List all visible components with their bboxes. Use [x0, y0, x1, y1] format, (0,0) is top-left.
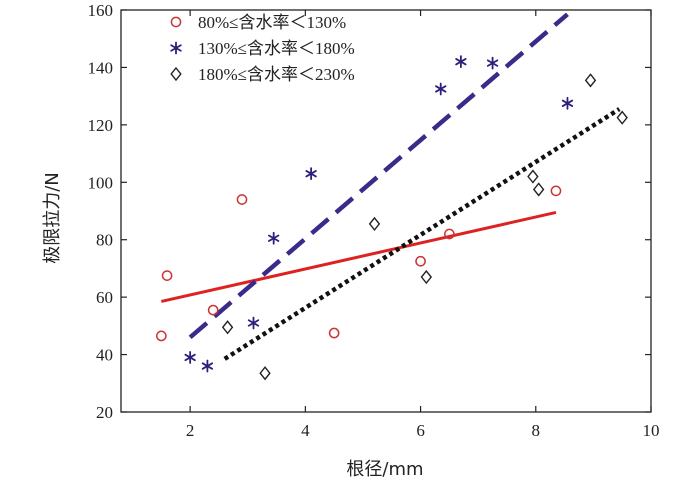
- data-point-series-1: [415, 255, 426, 267]
- y-tick-label: 60: [96, 288, 113, 307]
- data-point-series-1: [207, 304, 219, 316]
- x-tick-label: 6: [416, 421, 425, 440]
- data-point-series-3: [420, 269, 433, 285]
- data-point-series-2: [201, 359, 214, 373]
- data-markers: [155, 55, 628, 381]
- legend-label-series-2: 130%≤含水率＜180%: [198, 39, 355, 58]
- fit-line-series-2: [188, 12, 569, 340]
- y-tick-label: 160: [88, 1, 114, 20]
- data-point-series-2: [267, 231, 280, 245]
- data-point-series-2: [247, 316, 260, 330]
- x-tick-label: 4: [301, 421, 310, 440]
- data-point-series-3: [368, 216, 381, 232]
- data-point-series-1: [236, 194, 248, 205]
- data-point-series-2: [486, 56, 499, 70]
- data-point-series-3: [532, 182, 545, 197]
- fit-lines: [160, 12, 621, 361]
- x-tick-label: 2: [186, 421, 195, 440]
- legend-marker-series-2: [170, 41, 182, 55]
- data-point-series-3: [259, 366, 271, 381]
- data-point-series-2: [305, 167, 317, 181]
- legend-marker-series-3: [170, 66, 182, 82]
- data-point-series-3: [221, 320, 234, 335]
- data-point-series-3: [584, 73, 597, 88]
- data-point-series-2: [561, 96, 574, 110]
- data-point-series-2: [435, 82, 447, 96]
- x-tick-label: 10: [643, 421, 660, 440]
- data-point-series-1: [328, 327, 340, 339]
- x-tick-label: 8: [532, 421, 541, 440]
- legend-marker-series-1: [170, 16, 182, 28]
- data-point-series-2: [455, 55, 467, 69]
- y-tick-label: 20: [96, 403, 113, 422]
- y-tick-label: 100: [88, 173, 114, 192]
- legend: 80%≤含水率＜130% 130%≤含水率＜180% 180%≤含水率＜230%: [170, 13, 355, 84]
- y-tick-label: 120: [88, 116, 114, 135]
- data-point-series-1: [550, 185, 562, 197]
- data-point-series-1: [155, 330, 167, 342]
- fit-line-series-1: [160, 210, 557, 303]
- y-axis-label: 极限拉力/N: [42, 172, 63, 264]
- fit-line-series-3: [223, 107, 621, 361]
- axes: 2 4 6 8 10 20 40 60 80 100 120 140 160: [88, 1, 660, 440]
- y-tick-label: 140: [88, 58, 114, 77]
- legend-label-series-1: 80%≤含水率＜130%: [198, 13, 346, 32]
- data-point-series-2: [184, 351, 196, 364]
- y-tick-label: 40: [96, 346, 113, 365]
- legend-label-series-3: 180%≤含水率＜230%: [198, 65, 355, 84]
- data-point-series-3: [616, 110, 628, 125]
- plot-frame: [120, 9, 652, 413]
- data-point-series-1: [444, 228, 455, 240]
- x-axis-label: 根径/mm: [346, 459, 423, 480]
- data-point-series-3: [527, 169, 539, 184]
- data-point-series-1: [161, 270, 173, 281]
- y-tick-label: 80: [96, 231, 113, 250]
